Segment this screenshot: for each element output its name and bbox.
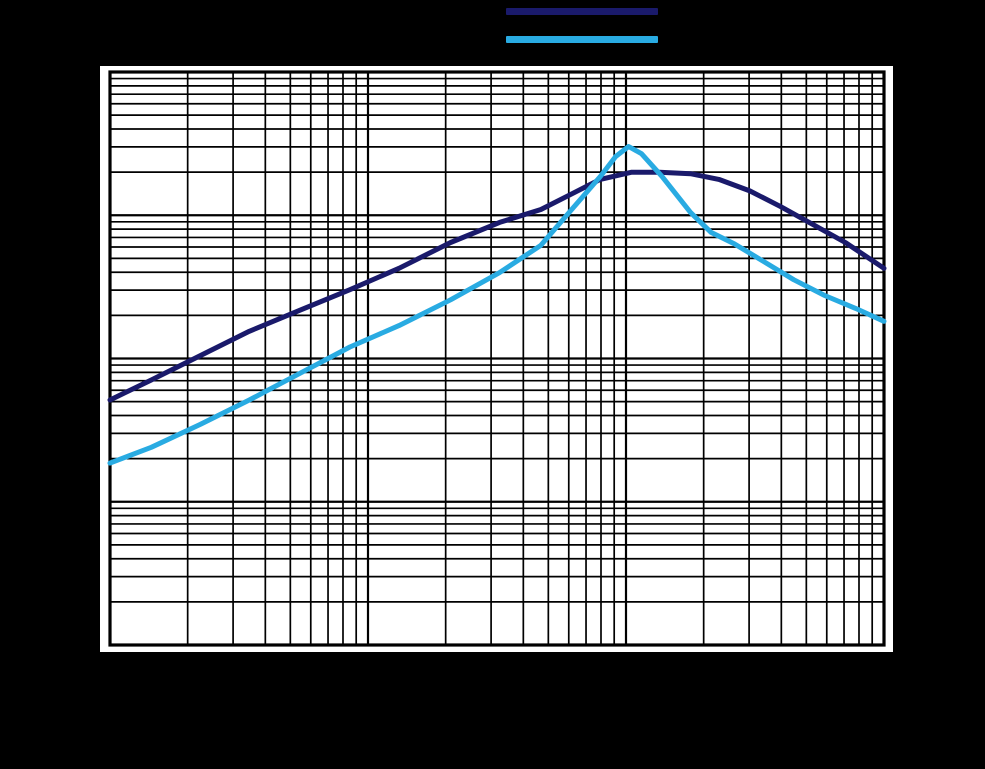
light-blue-curve [107, 144, 887, 466]
legend [506, 8, 658, 48]
dark-navy-curve [107, 169, 887, 403]
legend-swatch-series-1 [506, 8, 658, 15]
chart-panel [100, 66, 893, 652]
legend-swatch-series-2 [506, 36, 658, 43]
chart-svg [100, 66, 893, 652]
